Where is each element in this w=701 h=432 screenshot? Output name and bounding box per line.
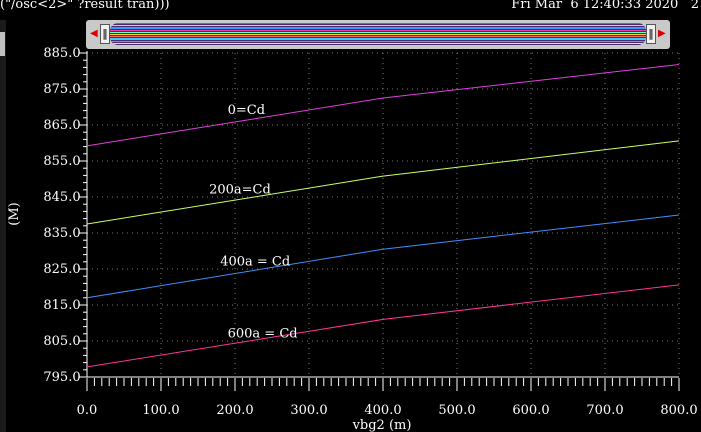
series-line: [86, 214, 680, 299]
series-line: [86, 140, 680, 225]
right-range-handle[interactable]: ‖: [646, 24, 656, 44]
scroll-right-arrow-icon[interactable]: ▶: [658, 28, 666, 39]
x-tick-label: 800.0: [660, 403, 697, 418]
series-annotation: 600a = Cd: [228, 326, 298, 341]
expression-title: ("/osc<2>" ?result tran))): [0, 0, 170, 12]
overview-stripe: [110, 29, 646, 31]
overview-stripe: [110, 42, 646, 44]
series-annotation: 0=Cd: [228, 103, 265, 118]
y-tick-label: 865.0: [43, 118, 80, 133]
overview-stripe: [110, 31, 646, 33]
series-lines: [86, 64, 680, 368]
series-line: [86, 284, 680, 368]
timestamp: Fri Mar 6 12:40:33 2020 2: [511, 0, 699, 12]
y-tick-label: 795.0: [43, 370, 80, 385]
overview-stripe: [110, 36, 646, 38]
overview-strip[interactable]: ◀ ‖ ‖ ▶: [86, 20, 670, 49]
y-tick-label: 815.0: [43, 298, 80, 313]
overview-stripe: [110, 40, 646, 42]
scroll-left-arrow-icon[interactable]: ◀: [90, 28, 98, 39]
overview-stripe: [110, 38, 646, 40]
x-tick-label: 500.0: [438, 403, 475, 418]
series-annotation: 200a=Cd: [209, 182, 271, 197]
x-tick-label: 400.0: [364, 403, 401, 418]
y-tick-label: 825.0: [43, 262, 80, 277]
x-tick-label: 100.0: [142, 403, 179, 418]
y-tick-label: 885.0: [43, 46, 80, 61]
x-tick-label: 600.0: [512, 403, 549, 418]
vertical-scrollbar[interactable]: [0, 20, 6, 432]
overview-stripe: [110, 34, 646, 36]
overview-stripe: [110, 25, 646, 27]
overview-waveforms: [110, 23, 646, 45]
grid-lines: [86, 52, 680, 378]
x-tick-label: 200.0: [216, 403, 253, 418]
series-annotations: 0=Cd 200a=Cd 400a = Cd 600a = Cd: [209, 103, 298, 341]
y-tick-label: 855.0: [43, 154, 80, 169]
axes: 0.0 100.0 200.0 300.0 400.0 500.0 600.0 700.0 80…: [43, 46, 697, 418]
series-annotation: 400a = Cd: [220, 254, 290, 269]
y-tick-label: 805.0: [43, 334, 80, 349]
left-range-handle[interactable]: ‖: [100, 24, 110, 44]
x-tick-label: 300.0: [290, 403, 327, 418]
series-line: [86, 64, 680, 147]
x-tick-label: 0.0: [77, 403, 98, 418]
x-tick-label: 700.0: [586, 403, 623, 418]
overview-stripe: [110, 27, 646, 29]
y-tick-label: 835.0: [43, 226, 80, 241]
y-tick-label: 845.0: [43, 190, 80, 205]
overview-stripe: [110, 23, 646, 25]
scrollbar-thumb[interactable]: [0, 32, 5, 56]
x-axis-label: vbg2 (m): [352, 418, 412, 432]
y-tick-label: 875.0: [43, 82, 80, 97]
y-axis-label: (M): [7, 202, 22, 225]
